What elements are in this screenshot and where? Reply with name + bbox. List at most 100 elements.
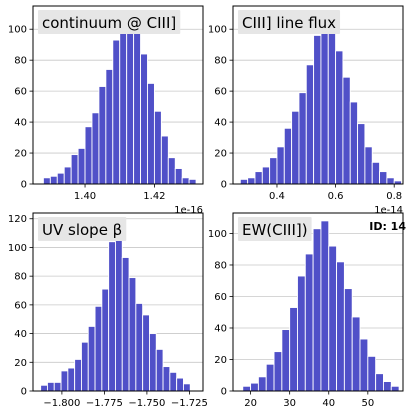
histogram-bar xyxy=(351,316,361,392)
histogram-bar xyxy=(327,27,337,185)
histogram-bar xyxy=(283,127,293,185)
histogram-bar xyxy=(181,177,190,185)
histogram-bar xyxy=(357,123,366,185)
histogram-bar xyxy=(155,348,164,392)
axes-frame xyxy=(232,5,404,185)
panel-continuum: 0 20 40 60 80 100 1.40 1.42 1e-16 continuum @ CII… xyxy=(8,5,204,216)
histogram-bar xyxy=(53,381,62,392)
x-tick-label: 30 xyxy=(283,398,296,409)
x-offset-label: 1e-14 xyxy=(374,205,403,216)
histogram-bar xyxy=(328,245,338,392)
histogram-bar xyxy=(140,53,148,185)
histogram-bar xyxy=(254,171,263,185)
x-tick-label: 1.40 xyxy=(74,191,96,202)
histogram-bar xyxy=(269,157,278,185)
histogram-bar xyxy=(359,338,369,392)
histogram-bar xyxy=(242,385,252,392)
histogram-bar xyxy=(160,135,169,185)
panel-line-flux: 0 20 40 60 80 100 0.4 0.6 0.8 1e-14 CIII] line flu… xyxy=(208,5,404,216)
histogram-bar xyxy=(105,69,114,185)
histogram-bar xyxy=(336,261,345,392)
histogram-bar xyxy=(247,177,256,185)
histogram-bar xyxy=(281,329,291,392)
histogram-bar xyxy=(342,76,351,185)
histogram-bar xyxy=(167,157,176,185)
histogram-bar xyxy=(47,381,55,392)
histogram-bar xyxy=(188,178,197,185)
histogram-bar xyxy=(63,166,72,185)
panel-title: EW(CIII]) xyxy=(242,221,308,239)
histogram-bar xyxy=(313,34,322,185)
histogram-bar xyxy=(60,370,69,392)
panel-equivalent-width: 0 20 40 60 80 100 20 30 40 50 EW(CIII]) xyxy=(208,212,404,409)
histogram-bar xyxy=(305,64,315,185)
y-tick-label: 40 xyxy=(14,329,27,340)
histogram-bar xyxy=(135,302,144,392)
x-tick-label: 1.42 xyxy=(143,191,165,202)
y-tick-label: 100 xyxy=(8,25,27,36)
y-tick-label: 20 xyxy=(214,149,227,160)
y-tick-label: 80 xyxy=(14,56,27,67)
histogram-bar xyxy=(297,275,306,392)
histogram-bar xyxy=(298,92,307,185)
panel-title: continuum @ CIII] xyxy=(42,14,176,32)
panel-title: CIII] line flux xyxy=(242,14,336,32)
histogram-bar xyxy=(349,101,359,185)
x-tick-label: 20 xyxy=(244,398,257,409)
axes-frame xyxy=(32,212,204,392)
y-tick-label: 0 xyxy=(21,387,27,398)
y-tick-label: 0 xyxy=(221,387,227,398)
y-tick-label: 120 xyxy=(8,214,27,225)
histogram-bar xyxy=(371,161,381,185)
histogram-bar xyxy=(169,371,178,392)
y-tick-label: 60 xyxy=(14,87,27,98)
histogram-bar xyxy=(386,177,395,185)
x-tick-label: −1.800 xyxy=(43,398,80,409)
histogram-bar xyxy=(390,385,400,392)
histogram-bar xyxy=(119,24,128,185)
axes-frame xyxy=(232,212,404,392)
histogram-bar xyxy=(257,376,267,392)
y-tick-label: 40 xyxy=(14,118,27,129)
y-tick-label: 40 xyxy=(214,323,227,334)
histogram-bar xyxy=(128,277,137,392)
histogram-bar xyxy=(383,381,392,392)
histogram-bar xyxy=(87,325,96,392)
id-label: ID: 14 xyxy=(369,220,406,233)
histogram-bar xyxy=(80,341,89,392)
histogram-bar xyxy=(126,16,135,185)
y-tick-label: 80 xyxy=(14,272,27,283)
title-box xyxy=(238,10,341,34)
histogram-bar xyxy=(67,367,76,392)
histogram-bar xyxy=(364,146,373,185)
histogram-bar xyxy=(74,358,82,392)
histogram-bar xyxy=(291,110,300,185)
histogram-bar xyxy=(375,373,384,392)
histogram-bar xyxy=(108,241,116,392)
y-tick-label: 100 xyxy=(208,229,227,240)
y-tick-label: 20 xyxy=(14,149,27,160)
x-tick-label: 0.4 xyxy=(269,191,285,202)
histogram-bar xyxy=(49,175,58,185)
histogram-bar xyxy=(40,384,48,392)
y-tick-label: 20 xyxy=(14,358,27,369)
x-tick-label: −1.750 xyxy=(128,398,165,409)
x-tick-label: −1.725 xyxy=(171,398,208,409)
histogram-bar xyxy=(379,171,388,185)
histogram-bar xyxy=(335,50,344,185)
y-tick-label: 0 xyxy=(221,180,227,191)
y-tick-label: 80 xyxy=(214,56,227,67)
x-tick-label: 0.8 xyxy=(386,191,402,202)
histogram-bar xyxy=(112,39,121,185)
histogram-bar xyxy=(94,305,103,392)
histogram-bar xyxy=(101,288,110,392)
histogram-bar xyxy=(77,147,86,185)
y-tick-label: 40 xyxy=(214,118,227,129)
panel-title: UV slope β xyxy=(42,221,122,239)
histogram-bar xyxy=(148,333,157,392)
histogram-bar xyxy=(182,383,191,392)
y-tick-label: 60 xyxy=(14,300,27,311)
histogram-bar xyxy=(42,177,51,185)
panel-uv-slope: 0 20 40 60 80 100 120 −1.800 −1.775 −1.750 −1.725 U… xyxy=(8,212,208,409)
histogram-bar xyxy=(273,351,283,392)
